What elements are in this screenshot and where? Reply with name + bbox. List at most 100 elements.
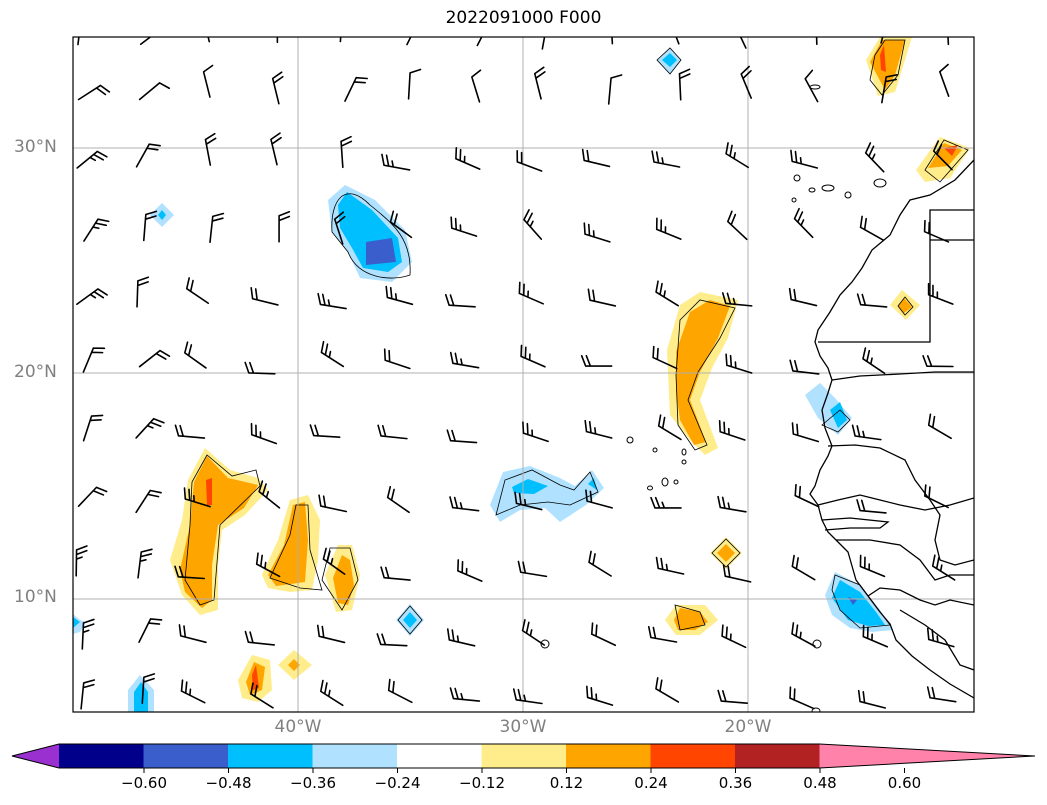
wind-barb <box>407 68 422 100</box>
wind-barb <box>740 65 752 99</box>
wind-barb <box>517 560 548 578</box>
wind-barb <box>580 354 613 367</box>
wind-barb <box>320 340 345 368</box>
wind-barb <box>178 624 207 644</box>
wind-barb <box>77 84 111 101</box>
wind-barb <box>675 37 680 45</box>
wind-barb <box>174 565 206 580</box>
wind-barb <box>791 422 820 443</box>
colorbar-tick-label: 0.24 <box>634 774 668 792</box>
map-area <box>73 37 974 712</box>
wind-barb <box>794 483 820 508</box>
wind-barb <box>791 554 816 581</box>
wind-barb <box>317 292 347 310</box>
wind-barb <box>244 361 276 375</box>
wind-barb <box>476 37 483 47</box>
wind-barb <box>76 150 108 169</box>
colorbar-segment <box>735 744 820 768</box>
wind-barb <box>789 686 815 710</box>
wind-barb <box>138 82 171 101</box>
wind-barb <box>932 140 953 171</box>
wind-barb <box>657 414 682 441</box>
wind-barb <box>880 37 884 44</box>
wind-barb <box>725 142 750 169</box>
wind-barb <box>318 494 348 513</box>
wind-barb <box>611 37 614 45</box>
colorbar-tick-label: 0.36 <box>718 774 753 792</box>
wind-barb <box>725 353 753 374</box>
wind-barb <box>142 210 158 242</box>
wind-barb <box>455 146 481 170</box>
wind-barb <box>655 677 680 703</box>
wind-barb <box>449 351 480 369</box>
wind-barb <box>856 293 888 308</box>
colorbar-tick-label: 0.60 <box>887 774 922 792</box>
wind-barb <box>457 559 483 582</box>
wind-barb <box>859 554 886 578</box>
wind-barb <box>385 285 414 306</box>
wind-barb <box>859 215 885 241</box>
wind-barb <box>939 63 950 97</box>
wind-barb <box>652 345 678 370</box>
colorbar-tick-label: −0.12 <box>459 774 505 792</box>
wind-barb <box>856 499 887 514</box>
wind-barb <box>83 218 110 242</box>
wind-barb <box>320 679 344 707</box>
wind-barb <box>718 419 746 441</box>
wind-barb <box>204 132 217 166</box>
wind-barb <box>655 280 680 307</box>
wind-barb <box>587 288 617 307</box>
colorbar-segment <box>650 744 736 768</box>
wind-barb <box>344 76 368 102</box>
wind-barb <box>727 210 748 241</box>
wind-barb <box>322 547 346 575</box>
wind-barb <box>77 486 108 508</box>
anomaly-fills <box>73 37 970 712</box>
map-title: 2022091000 F000 <box>445 8 602 28</box>
wind-barb <box>926 627 955 648</box>
lon-label-30w: 30°W <box>499 717 547 737</box>
wind-barb <box>789 359 820 375</box>
wind-barb <box>793 207 814 239</box>
wind-barb <box>258 480 281 509</box>
wind-barb <box>250 287 279 306</box>
wind-barb <box>804 69 819 103</box>
colorbar-segment <box>312 744 398 768</box>
wind-barb <box>857 689 887 709</box>
map-frame <box>72 36 975 713</box>
wind-barb <box>250 422 278 445</box>
wind-barb <box>386 486 410 514</box>
wind-barb <box>471 69 482 103</box>
wind-barb <box>389 210 413 239</box>
wind-barb <box>180 679 206 704</box>
wind-barb <box>406 37 412 46</box>
wind-barb <box>523 209 543 240</box>
wind-barb <box>541 37 546 50</box>
wind-barb <box>446 429 478 444</box>
wind-barb <box>380 566 411 581</box>
wind-barb <box>139 37 152 46</box>
colorbar-segment <box>566 744 651 768</box>
wind-barb <box>141 673 156 705</box>
wind-barb <box>520 344 546 368</box>
colorbar-segment <box>481 744 567 768</box>
wind-barb <box>927 413 952 440</box>
wind-barb <box>717 495 747 513</box>
wind-barb <box>651 150 681 168</box>
graticule <box>73 37 974 712</box>
colorbar-extend-high <box>819 744 1035 768</box>
wind-barb <box>947 37 950 46</box>
wind-barb <box>449 496 480 512</box>
colorbar-tick-label: −0.48 <box>205 774 252 792</box>
colorbar-segment <box>397 744 482 768</box>
wind-barb <box>316 624 346 644</box>
wind-barb <box>276 37 279 44</box>
wind-barb <box>927 282 954 305</box>
wind-barb <box>244 630 276 646</box>
wind-barb <box>82 414 104 442</box>
wind-barb <box>851 424 882 441</box>
wind-barb <box>377 424 408 440</box>
lon-label-40w: 40°W <box>274 717 322 737</box>
wind-barb <box>270 132 282 166</box>
